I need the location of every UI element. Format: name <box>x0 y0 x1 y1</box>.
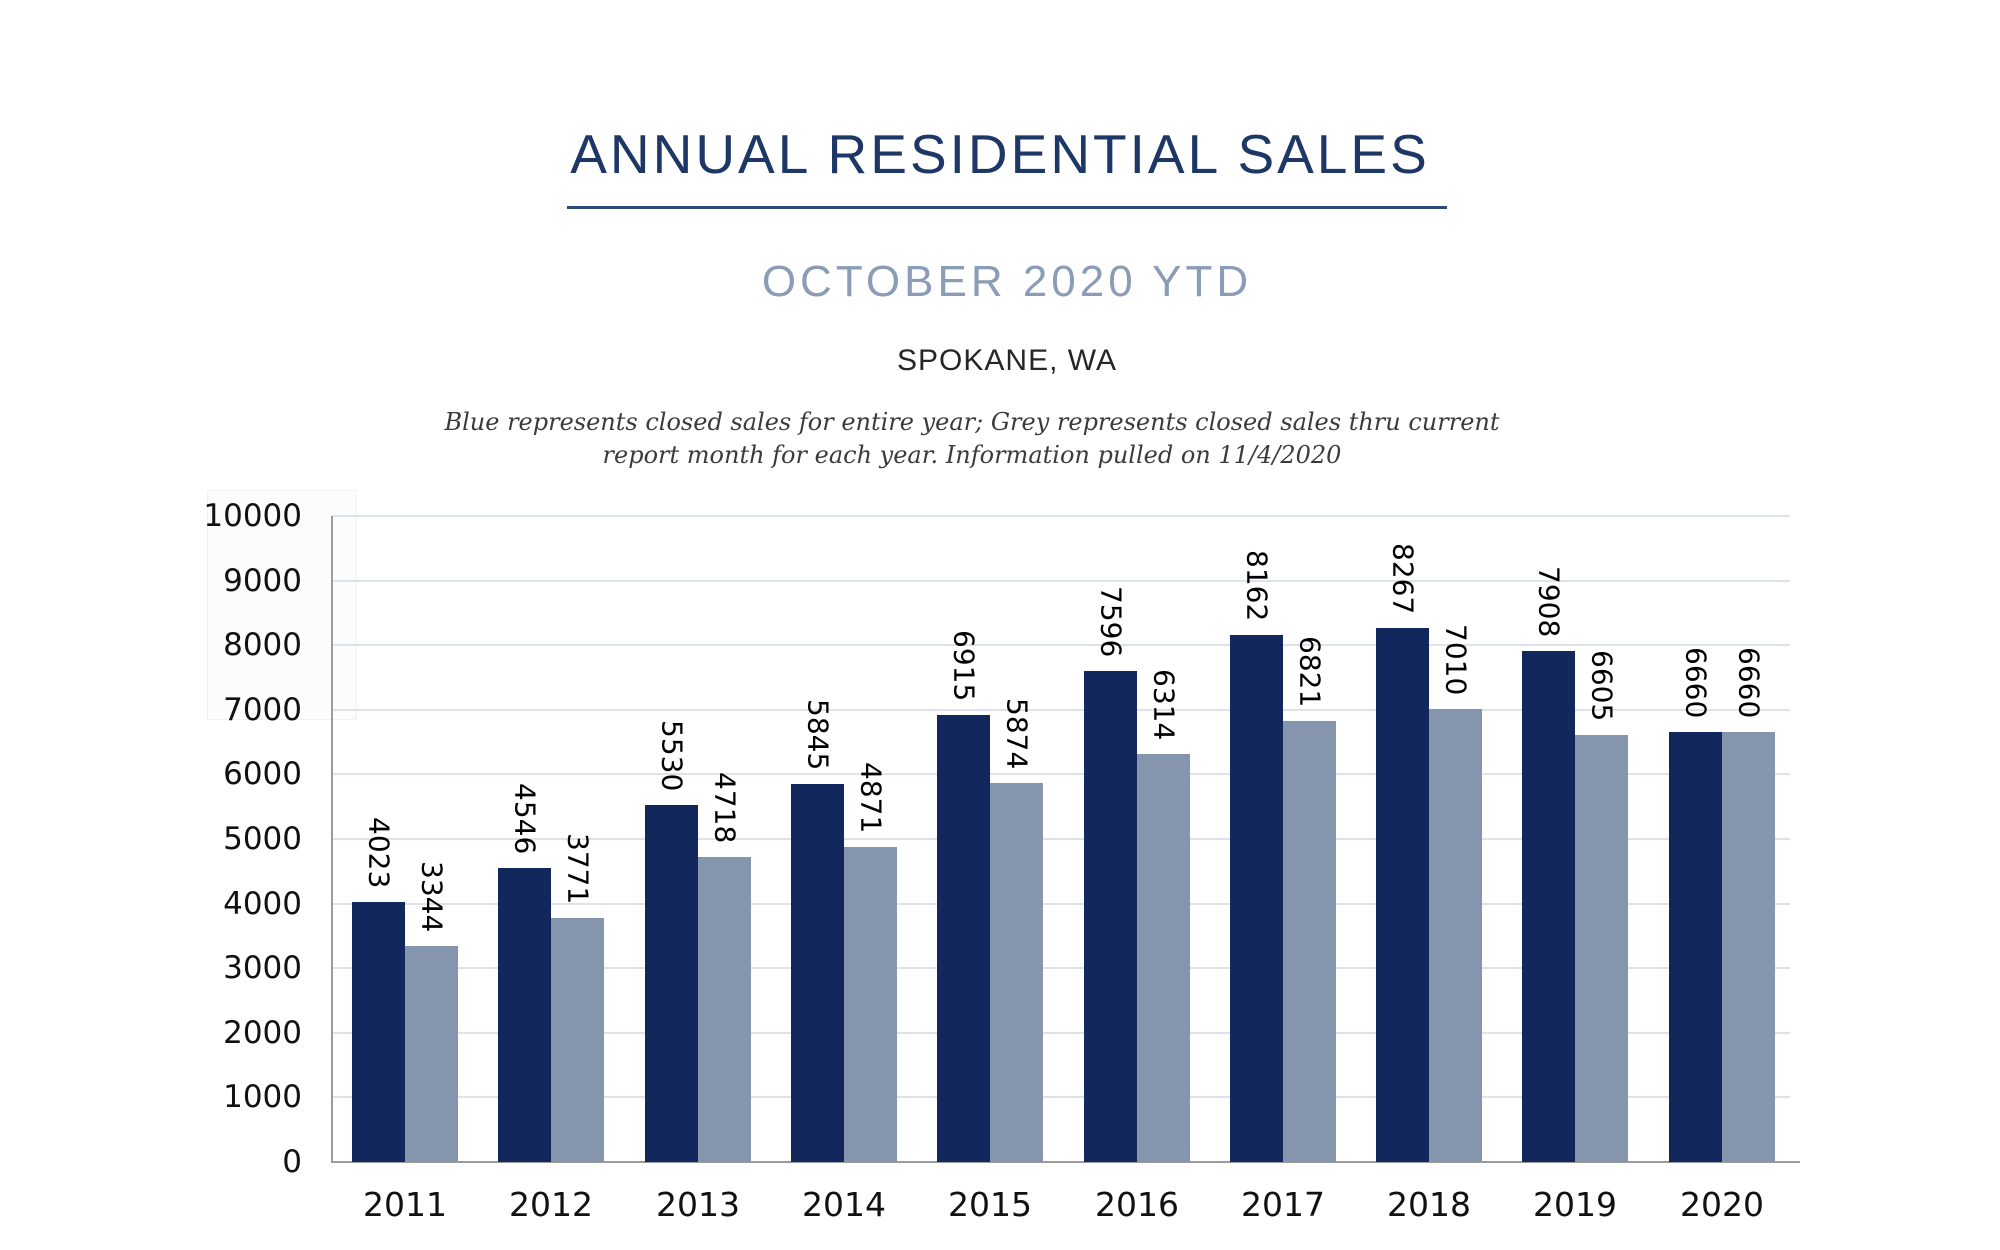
gridline-5000 <box>332 838 1790 840</box>
location-label: SPOKANE, WA <box>897 344 1117 377</box>
bar-value-label-2015-grey: 5874 <box>1000 697 1034 769</box>
note-line-2: report month for each year. Information … <box>602 441 1342 469</box>
y-tick-label-4000: 4000 <box>223 886 302 922</box>
bar-grey-2011 <box>405 946 458 1162</box>
gridline-7000 <box>332 709 1790 711</box>
y-tick-label-5000: 5000 <box>223 821 302 857</box>
gridline-6000 <box>332 773 1790 775</box>
x-tick-label-2011: 2011 <box>363 1185 447 1224</box>
bar-blue-2016 <box>1084 671 1137 1162</box>
x-axis-line <box>331 1161 1800 1163</box>
gridline-10000 <box>332 515 1790 517</box>
bar-grey-2017 <box>1283 721 1336 1162</box>
bar-grey-2020 <box>1722 732 1775 1162</box>
bar-blue-2013 <box>645 805 698 1162</box>
bar-value-label-2012-grey: 3771 <box>561 832 595 904</box>
bar-grey-2014 <box>844 847 897 1162</box>
x-tick-label-2020: 2020 <box>1680 1185 1764 1224</box>
bar-value-label-2014-grey: 4871 <box>854 761 888 833</box>
bar-value-label-2018-grey: 7010 <box>1439 623 1473 695</box>
bar-value-label-2017-grey: 6821 <box>1293 635 1327 707</box>
bar-value-label-2012-blue: 4546 <box>508 782 542 854</box>
note-line-1: Blue represents closed sales for entire … <box>444 408 1500 436</box>
x-tick-label-2019: 2019 <box>1533 1185 1617 1224</box>
x-tick-label-2018: 2018 <box>1387 1185 1471 1224</box>
x-tick-label-2017: 2017 <box>1241 1185 1325 1224</box>
bar-grey-2012 <box>551 918 604 1162</box>
bar-value-label-2020-blue: 6660 <box>1679 646 1713 718</box>
gridline-3000 <box>332 967 1790 969</box>
bar-blue-2012 <box>498 868 551 1162</box>
x-tick-label-2016: 2016 <box>1095 1185 1179 1224</box>
bar-blue-2011 <box>352 902 405 1162</box>
bar-value-label-2018-blue: 8267 <box>1386 542 1420 614</box>
page-subtitle: OCTOBER 2020 YTD <box>761 257 1253 306</box>
bar-grey-2018 <box>1429 709 1482 1162</box>
bar-blue-2014 <box>791 784 844 1162</box>
bar-grey-2019 <box>1575 735 1628 1162</box>
bar-value-label-2017-blue: 8162 <box>1240 549 1274 621</box>
bar-blue-2019 <box>1522 651 1575 1162</box>
bar-blue-2018 <box>1376 628 1429 1162</box>
bar-blue-2015 <box>937 715 990 1162</box>
bar-value-label-2014-blue: 5845 <box>801 698 835 770</box>
title-underline <box>567 206 1447 209</box>
gridline-8000 <box>332 644 1790 646</box>
bar-blue-2017 <box>1230 635 1283 1162</box>
bar-value-label-2016-grey: 6314 <box>1147 668 1181 740</box>
x-tick-label-2014: 2014 <box>802 1185 886 1224</box>
gridline-9000 <box>332 580 1790 582</box>
y-tick-label-3000: 3000 <box>223 950 302 986</box>
bar-value-label-2011-grey: 3344 <box>415 860 449 932</box>
y-tick-label-7000: 7000 <box>223 692 302 728</box>
bar-value-label-2019-blue: 7908 <box>1532 565 1566 637</box>
y-tick-label-6000: 6000 <box>223 756 302 792</box>
y-tick-label-9000: 9000 <box>223 563 302 599</box>
bar-value-label-2015-blue: 6915 <box>947 629 981 701</box>
y-tick-label-10000: 10000 <box>203 498 302 534</box>
gridline-2000 <box>332 1032 1790 1034</box>
bar-grey-2015 <box>990 783 1043 1162</box>
bar-grey-2013 <box>698 857 751 1162</box>
bar-blue-2020 <box>1669 732 1722 1162</box>
bar-value-label-2019-grey: 6605 <box>1585 649 1619 721</box>
bar-value-label-2013-grey: 4718 <box>708 771 742 843</box>
page-title: ANNUAL RESIDENTIAL SALES <box>570 123 1430 185</box>
y-axis-line <box>331 516 333 1162</box>
bar-value-label-2011-blue: 4023 <box>362 816 396 888</box>
gridline-1000 <box>332 1096 1790 1098</box>
y-tick-label-0: 0 <box>282 1144 302 1180</box>
y-tick-label-8000: 8000 <box>223 627 302 663</box>
bar-value-label-2020-grey: 6660 <box>1732 646 1766 718</box>
y-tick-label-1000: 1000 <box>223 1079 302 1115</box>
bar-value-label-2016-blue: 7596 <box>1094 585 1128 657</box>
x-tick-label-2015: 2015 <box>948 1185 1032 1224</box>
bar-value-label-2013-blue: 5530 <box>655 719 689 791</box>
gridline-4000 <box>332 903 1790 905</box>
x-tick-label-2012: 2012 <box>509 1185 593 1224</box>
x-tick-label-2013: 2013 <box>656 1185 740 1224</box>
bar-grey-2016 <box>1137 754 1190 1162</box>
y-tick-label-2000: 2000 <box>223 1015 302 1051</box>
